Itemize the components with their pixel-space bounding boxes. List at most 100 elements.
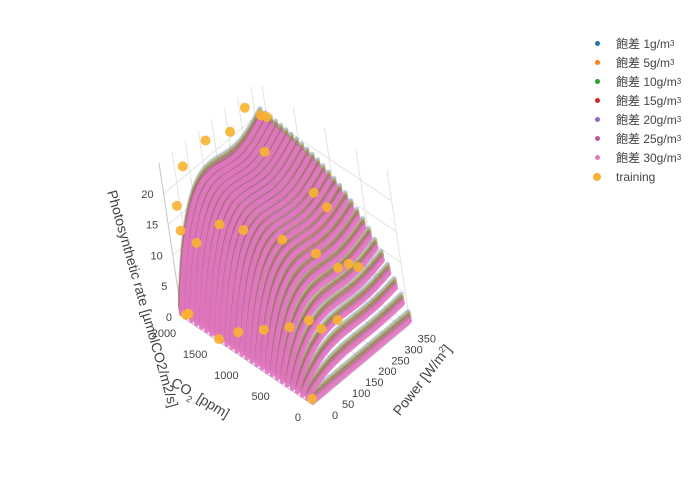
training-point[interactable] (333, 262, 344, 273)
surface-line (184, 119, 269, 320)
legend-marker-icon (594, 41, 600, 46)
training-point[interactable] (316, 323, 327, 334)
training-point[interactable] (239, 102, 250, 113)
surface-line (294, 264, 391, 389)
z-tick-label: 20 (141, 189, 153, 201)
surface-line (278, 225, 371, 375)
surface-line (304, 296, 405, 397)
x-tick-label: 200 (378, 366, 396, 378)
training-point[interactable] (308, 187, 319, 198)
surface-line (199, 132, 285, 330)
legend-item[interactable]: 飽差 10g/m 3 (588, 72, 681, 91)
training-point[interactable] (238, 225, 249, 236)
legend-item[interactable]: 飽差 1g/m 3 (588, 34, 681, 53)
surface-line (309, 313, 412, 400)
legend-item[interactable]: 飽差 20g/m 3 (588, 110, 681, 129)
surface-line (254, 192, 344, 368)
training-point[interactable] (343, 258, 354, 269)
y-tick-label: 2000 (152, 328, 176, 340)
legend-item[interactable]: 飽差 25g/m 3 (588, 129, 681, 148)
x-tick-label: 250 (391, 355, 409, 367)
x-tick-label: 150 (365, 377, 383, 389)
surface-line (229, 160, 316, 351)
surface-line (293, 263, 391, 387)
x-tick-label: 300 (404, 344, 422, 356)
legend-item[interactable]: training (588, 167, 681, 186)
y-tick-label: 1500 (183, 349, 207, 361)
surface-line (273, 217, 366, 373)
training-point[interactable] (353, 262, 364, 273)
training-point[interactable] (277, 234, 288, 245)
training-point[interactable] (307, 393, 318, 404)
legend-marker-icon (594, 60, 600, 65)
x-tick-label: 100 (352, 388, 370, 400)
z-tick-label: 0 (166, 312, 172, 324)
surface-layer (177, 106, 412, 405)
y-tick-label: 0 (295, 412, 301, 424)
legend-item[interactable]: 飽差 15g/m 3 (588, 91, 681, 110)
training-point[interactable] (259, 146, 270, 157)
surface-line (268, 208, 360, 370)
surface-line (224, 155, 311, 347)
z-axis-title: Photosynthetic rate [µmolCO2/m2/s] (104, 188, 181, 409)
surface-line (304, 294, 404, 395)
training-point[interactable] (258, 324, 269, 335)
surface-line (283, 236, 378, 379)
surface-line (288, 250, 384, 384)
legend-marker-icon (594, 98, 600, 103)
training-point[interactable] (303, 315, 314, 326)
training-point[interactable] (261, 112, 272, 122)
surface-line (294, 266, 391, 390)
training-point[interactable] (233, 327, 244, 338)
surface-line (298, 277, 397, 390)
training-point[interactable] (332, 315, 343, 325)
y-tick-label: 1000 (214, 370, 238, 382)
surface-line (289, 258, 385, 391)
legend-marker-icon (594, 155, 600, 160)
training-point[interactable] (175, 225, 186, 236)
z-tick-label: 15 (146, 220, 158, 232)
surface-line (300, 285, 398, 398)
surface-line (309, 312, 412, 399)
training-point[interactable] (214, 334, 224, 345)
surface-line (309, 315, 412, 402)
surface-line (177, 106, 263, 308)
surface-line (263, 199, 354, 367)
surface-line (298, 276, 397, 389)
training-point[interactable] (322, 202, 332, 213)
surface-line (239, 172, 327, 357)
surface-line (308, 310, 411, 397)
legend-item[interactable]: 飽差 30g/m 3 (588, 148, 681, 167)
surface-line (273, 219, 366, 375)
z-tick-label: 10 (151, 250, 163, 262)
surface-line (204, 136, 290, 334)
surface-line (209, 141, 295, 337)
legend: 飽差 1g/m 3 飽差 5g/m 3 飽差 10g/m 3 飽差 15g/m 3 飽差… (588, 34, 681, 186)
training-point[interactable] (191, 237, 202, 248)
training-point[interactable] (183, 308, 194, 319)
legend-item[interactable]: 飽差 5g/m 3 (588, 53, 681, 72)
training-point[interactable] (171, 200, 182, 211)
legend-marker-icon (594, 117, 600, 122)
x-tick-label: 350 (418, 333, 436, 345)
legend-marker-icon (593, 172, 601, 181)
surface-line (293, 261, 390, 385)
surface-line (264, 207, 355, 374)
training-point[interactable] (225, 126, 236, 137)
surface-line (299, 280, 398, 393)
training-point[interactable] (200, 135, 211, 146)
training-layer (171, 102, 364, 404)
surface-line (303, 291, 404, 392)
training-point[interactable] (284, 322, 295, 333)
surface-line (303, 293, 404, 394)
training-point[interactable] (214, 219, 225, 230)
surface-line (179, 115, 264, 317)
surface-line (299, 279, 398, 392)
training-point[interactable] (177, 161, 188, 172)
surface-line (289, 251, 384, 385)
surface-line (283, 238, 378, 380)
surface-line (244, 178, 333, 361)
training-point[interactable] (311, 248, 321, 259)
